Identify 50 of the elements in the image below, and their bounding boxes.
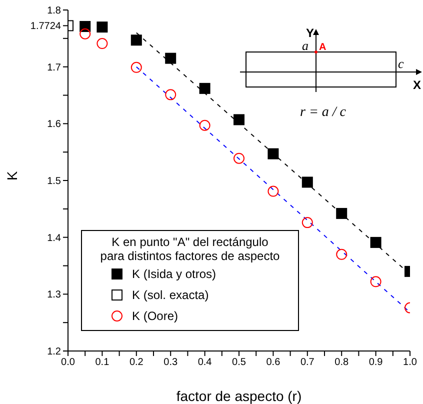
annotation: Y: [306, 26, 314, 40]
point: [336, 248, 348, 260]
point: [96, 38, 108, 50]
point: [268, 148, 279, 160]
point: [80, 28, 91, 40]
legend-label: K (Oore): [132, 308, 178, 322]
annotation: a: [302, 38, 309, 53]
x-tick-label: 0.4: [198, 357, 212, 368]
x-tick-label: 0.2: [129, 357, 144, 368]
annotation: c: [398, 56, 404, 71]
x-tick-label: 0.0: [61, 357, 76, 368]
point: [130, 62, 142, 73]
point: [302, 217, 313, 228]
point: [199, 82, 210, 94]
point: [268, 186, 279, 197]
point: [165, 52, 176, 64]
annotation: r = a / c: [300, 105, 347, 120]
annotation: A: [319, 42, 326, 53]
text: X: [413, 78, 422, 92]
x-tick-label: 0.5: [232, 357, 246, 368]
y-tick-label: 1.4: [47, 232, 62, 244]
x-tick-label: 0.9: [368, 357, 384, 368]
x-tick-label: 0.6: [266, 357, 281, 368]
y-tick-label: 1.7: [47, 62, 62, 74]
y-axis-title: K: [4, 170, 20, 180]
point: [336, 208, 348, 219]
y-tick-label: 1.6: [47, 119, 62, 130]
x-tick-label: 0.7: [300, 357, 315, 368]
y-tick-label: 1.3: [47, 290, 62, 301]
point: [234, 114, 244, 126]
legend-label: K (Isida y otros): [132, 266, 216, 280]
point: [96, 22, 108, 33]
legend-title: K en punto "A" del rectángulo para distintos factores de aspecto: [99, 235, 281, 263]
point: [370, 236, 382, 248]
x-tick-label: 0.3: [164, 357, 178, 368]
y-tick-label: 1.7724: [30, 21, 62, 32]
point: [165, 89, 176, 100]
legend-label: K (sol. exacta): [132, 288, 209, 302]
point: [234, 152, 244, 164]
x-tick-label: 1.0: [403, 357, 418, 368]
point: [199, 120, 210, 131]
point: [302, 176, 313, 188]
x-tick-label: 0.1: [95, 357, 110, 368]
y-tick-label: 1.5: [47, 176, 62, 188]
x-axis-title: factor de aspecto (r): [176, 388, 302, 404]
y-tick-label: 1.2: [47, 346, 62, 358]
x-tick-label: 0.8: [334, 357, 349, 368]
point: [370, 276, 382, 288]
point: [130, 34, 142, 46]
y-tick-label: 1.8: [47, 6, 62, 17]
